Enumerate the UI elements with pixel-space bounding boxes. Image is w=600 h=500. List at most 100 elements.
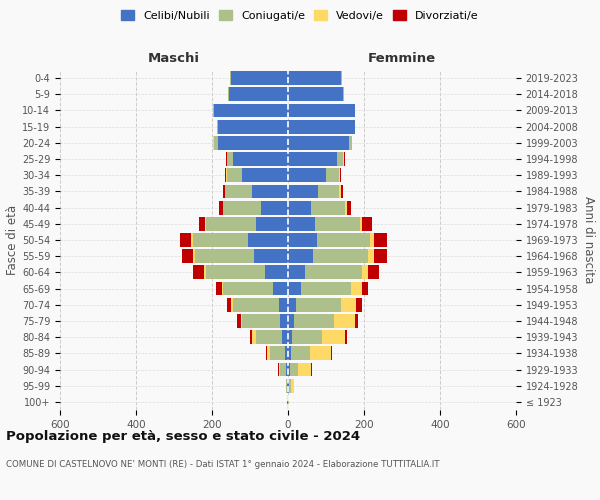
Bar: [345, 330, 347, 344]
Bar: [341, 71, 342, 85]
Bar: [193, 250, 195, 263]
Bar: [349, 136, 352, 149]
Bar: [288, 298, 296, 312]
Bar: [273, 282, 288, 296]
Bar: [262, 200, 288, 214]
Bar: [288, 136, 349, 149]
Bar: [229, 88, 288, 101]
Bar: [250, 330, 252, 344]
Bar: [252, 330, 256, 344]
Bar: [226, 168, 227, 182]
Bar: [288, 200, 311, 214]
Bar: [223, 184, 224, 198]
Bar: [301, 282, 350, 296]
Bar: [343, 88, 344, 101]
Bar: [287, 395, 288, 409]
Bar: [313, 250, 368, 263]
Bar: [214, 136, 218, 149]
Bar: [362, 266, 368, 280]
Bar: [334, 314, 355, 328]
Bar: [331, 346, 332, 360]
Bar: [288, 330, 292, 344]
Bar: [288, 104, 355, 118]
Bar: [248, 233, 288, 247]
Bar: [205, 217, 206, 230]
Bar: [241, 314, 242, 328]
Bar: [305, 266, 362, 280]
Bar: [345, 200, 347, 214]
Bar: [254, 250, 288, 263]
Bar: [193, 233, 248, 247]
Bar: [256, 217, 288, 230]
Bar: [266, 346, 267, 360]
Bar: [288, 266, 305, 280]
Bar: [291, 346, 310, 360]
Bar: [289, 379, 290, 392]
Y-axis label: Anni di nascita: Anni di nascita: [582, 196, 595, 284]
Bar: [213, 136, 214, 149]
Bar: [288, 362, 290, 376]
Bar: [288, 379, 289, 392]
Bar: [206, 266, 265, 280]
Bar: [370, 233, 373, 247]
Bar: [219, 200, 223, 214]
Bar: [288, 314, 294, 328]
Bar: [278, 362, 280, 376]
Bar: [290, 362, 298, 376]
Bar: [288, 120, 355, 134]
Bar: [290, 379, 295, 392]
Bar: [288, 282, 301, 296]
Bar: [182, 250, 193, 263]
Bar: [270, 346, 285, 360]
Bar: [180, 233, 191, 247]
Bar: [296, 298, 341, 312]
Text: Popolazione per età, sesso e stato civile - 2024: Popolazione per età, sesso e stato civil…: [6, 430, 360, 443]
Bar: [217, 120, 218, 134]
Bar: [373, 233, 387, 247]
Bar: [340, 168, 341, 182]
Bar: [206, 217, 256, 230]
Bar: [242, 314, 280, 328]
Bar: [216, 282, 221, 296]
Bar: [231, 298, 233, 312]
Bar: [191, 233, 193, 247]
Bar: [205, 266, 206, 280]
Bar: [326, 168, 340, 182]
Bar: [233, 152, 288, 166]
Bar: [368, 266, 379, 280]
Bar: [311, 200, 345, 214]
Y-axis label: Fasce di età: Fasce di età: [6, 205, 19, 275]
Bar: [288, 168, 326, 182]
Legend: Celibi/Nubili, Coniugati/e, Vedovi/e, Divorziati/e: Celibi/Nubili, Coniugati/e, Vedovi/e, Di…: [117, 6, 483, 25]
Bar: [223, 282, 273, 296]
Bar: [298, 362, 311, 376]
Bar: [360, 217, 362, 230]
Bar: [356, 298, 362, 312]
Bar: [214, 104, 288, 118]
Bar: [193, 266, 205, 280]
Bar: [224, 184, 226, 198]
Bar: [226, 184, 252, 198]
Bar: [288, 184, 319, 198]
Bar: [288, 217, 314, 230]
Bar: [283, 330, 288, 344]
Bar: [368, 250, 373, 263]
Bar: [256, 330, 283, 344]
Bar: [252, 184, 288, 198]
Bar: [294, 314, 334, 328]
Bar: [317, 233, 370, 247]
Bar: [285, 346, 288, 360]
Bar: [292, 330, 322, 344]
Text: COMUNE DI CASTELNOVO NE' MONTI (RE) - Dati ISTAT 1° gennaio 2024 - Elaborazione : COMUNE DI CASTELNOVO NE' MONTI (RE) - Da…: [6, 460, 439, 469]
Bar: [227, 152, 233, 166]
Bar: [343, 152, 344, 166]
Bar: [373, 250, 387, 263]
Bar: [288, 152, 337, 166]
Bar: [280, 362, 286, 376]
Bar: [227, 298, 231, 312]
Text: Femmine: Femmine: [368, 52, 436, 65]
Bar: [310, 346, 331, 360]
Bar: [280, 314, 288, 328]
Bar: [341, 298, 356, 312]
Bar: [288, 346, 291, 360]
